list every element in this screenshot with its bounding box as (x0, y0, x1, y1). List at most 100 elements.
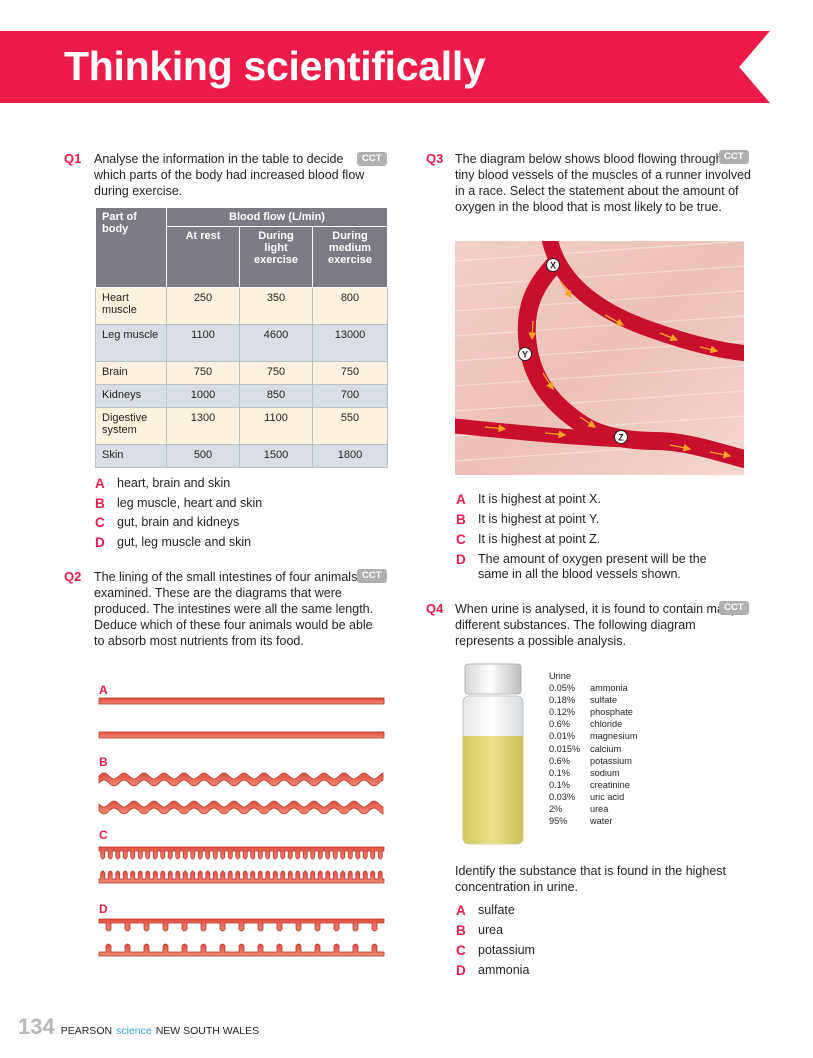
table-cell-light: 4600 (239, 324, 313, 362)
table-header-blood-flow: Blood flow (L/min) (166, 207, 388, 227)
table-cell-rest: 750 (166, 361, 240, 385)
list-item: 95% water (549, 816, 613, 827)
title-banner (0, 31, 770, 103)
table-cell-medium: 800 (312, 287, 388, 325)
table-cell-medium: 750 (312, 361, 388, 385)
q3-options: A It is highest at point X. B It is highes… (456, 492, 733, 588)
table-cell-part: Heart muscle (95, 287, 167, 325)
table-cell-part: Kidneys (95, 384, 167, 408)
intestine-a-top-wall (98, 697, 385, 705)
page-footer: 134 PEARSON science NEW SOUTH WALES (18, 1014, 259, 1040)
list-item: 0.03% uric acid (549, 791, 625, 802)
blood-vessel-diagram: X Y Z (455, 241, 744, 475)
list-item: 0.1% sodium (549, 767, 620, 778)
list-item: 0.01% magnesium (549, 731, 638, 742)
table-header-part: Part of body (95, 207, 167, 288)
point-y-marker: Y (518, 347, 532, 361)
point-z-label: Z (618, 433, 624, 443)
q2-cct-badge: CCT (357, 569, 387, 583)
point-x-marker: X (546, 258, 560, 272)
point-z-marker: Z (614, 430, 628, 444)
table-row: Skin 500 1500 1800 (95, 444, 388, 468)
page-number: 134 (18, 1014, 55, 1039)
intestine-c-bottom-wall (98, 870, 385, 884)
list-item: 0.12% phosphate (549, 707, 633, 718)
footer-brand-nsw: NEW SOUTH WALES (155, 1025, 260, 1037)
intestine-label-a: A (99, 683, 108, 697)
table-cell-rest: 250 (166, 287, 240, 325)
table-cell-light: 350 (239, 287, 313, 325)
table-cell-part: Leg muscle (95, 324, 167, 362)
table-cell-part: Skin (95, 444, 167, 468)
table-cell-part: Digestive system (95, 407, 167, 445)
list-item: 0.015% calcium (549, 743, 622, 754)
table-cell-light: 750 (239, 361, 313, 385)
table-cell-light: 1500 (239, 444, 313, 468)
list-item: 0.18% sulfate (549, 695, 618, 706)
urine-analysis-list: Urine 0.05% ammonia 0.18% sulfate 0.12% pho… (549, 670, 638, 827)
intestine-b-top-wall (98, 772, 384, 787)
table-row: Brain 750 750 750 (95, 361, 388, 385)
intestine-diagrams (98, 697, 385, 957)
list-item: 0.05% ammonia (549, 683, 628, 694)
table-cell-rest: 1300 (166, 407, 240, 445)
intestine-d-bottom-wall (98, 943, 385, 957)
intestine-label-c: C (99, 828, 108, 842)
list-item: 0.6% chloride (549, 719, 623, 730)
q3-option-a[interactable]: A It is highest at point X. (456, 492, 601, 507)
q3-number: Q3 (426, 151, 444, 166)
footer-brand-pearson: PEARSON (60, 1025, 113, 1037)
table-cell-medium: 700 (312, 384, 388, 408)
table-cell-part: Brain (95, 361, 167, 385)
table-cell-rest: 500 (166, 444, 240, 468)
intestine-label-b: B (99, 755, 108, 769)
q2-number: Q2 (64, 569, 82, 584)
point-y-label: Y (522, 350, 528, 360)
intestine-b-bottom-wall (98, 800, 384, 815)
intestine-c-top-wall (98, 846, 385, 860)
list-item: 2% urea (549, 804, 609, 815)
intestine-a-bottom-wall (98, 731, 385, 739)
q4-cct-badge: CCT (719, 601, 749, 615)
footer-brand-science: science (116, 1025, 152, 1037)
table-cell-medium: 1800 (312, 444, 388, 468)
table-cell-light: 850 (239, 384, 313, 408)
table-cell-medium: 550 (312, 407, 388, 445)
point-x-label: X (550, 261, 556, 271)
table-header-rest: At rest (166, 226, 240, 288)
q4-number: Q4 (426, 601, 444, 616)
q3-option-c[interactable]: C It is highest at point Z. (456, 532, 601, 547)
q2-text: The lining of the small intestines of fo… (94, 570, 384, 648)
table-cell-rest: 1000 (166, 384, 240, 408)
q1-text: Analyse the information in the table to … (94, 152, 365, 198)
table-header-light: During light exercise (239, 226, 313, 288)
urine-vial-icon (462, 663, 524, 845)
table-cell-medium: 13000 (312, 324, 388, 362)
q4-prompt: Identify the substance that is found in … (455, 864, 727, 894)
q3-option-d[interactable]: D The amount of oxygen present will be th… (456, 552, 707, 581)
blood-flow-table: Part of body Blood flow (L/min) At rest … (95, 207, 388, 468)
intestine-label-d: D (99, 902, 108, 916)
q1-number: Q1 (64, 151, 82, 166)
q3-text: The diagram below shows blood flowing th… (455, 152, 751, 214)
table-row: Kidneys 1000 850 700 (95, 384, 388, 408)
q3-option-b[interactable]: B It is highest at point Y. (456, 512, 600, 527)
table-cell-light: 1100 (239, 407, 313, 445)
table-row: Heart muscle 250 350 800 (95, 287, 388, 325)
q4-text: When urine is analysed, it is found to c… (455, 602, 738, 648)
list-item: 0.1% creatinine (549, 779, 630, 790)
table-header-medium: During medium exercise (312, 226, 388, 288)
table-row: Digestive system 1300 1100 550 (95, 407, 388, 445)
page-title: Thinking scientifically (64, 43, 486, 89)
table-row: Leg muscle 1100 4600 13000 (95, 324, 388, 362)
